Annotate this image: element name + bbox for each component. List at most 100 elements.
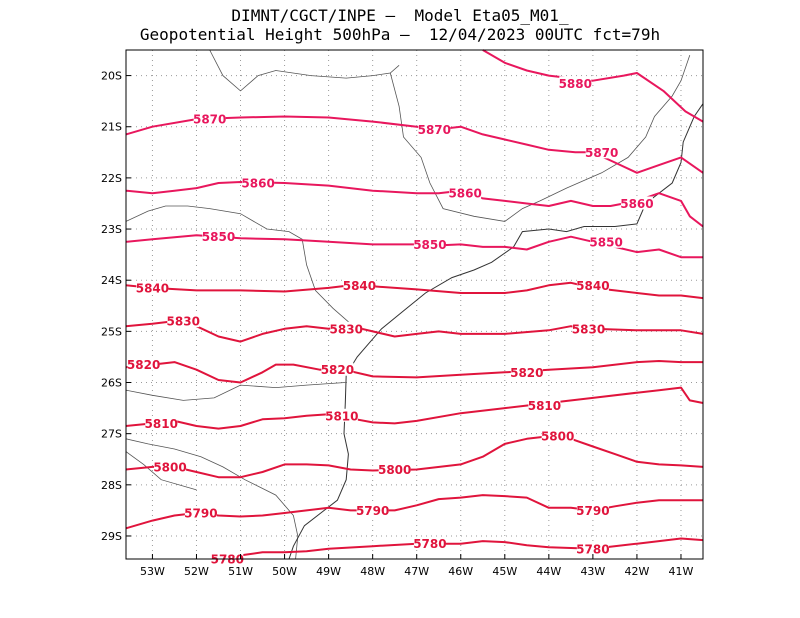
contour-label-bg bbox=[242, 176, 275, 190]
contour-label: 5810 bbox=[528, 399, 561, 413]
y-tick-label: 21S bbox=[101, 121, 122, 134]
contour-5800 bbox=[125, 435, 704, 479]
x-tick-label: 45W bbox=[492, 565, 517, 578]
y-tick-label: 23S bbox=[101, 223, 122, 236]
contour-label-bg bbox=[510, 365, 543, 379]
contour-label-bg bbox=[541, 429, 574, 443]
contour-label-bg bbox=[449, 186, 482, 200]
contour-5820 bbox=[125, 360, 703, 384]
contour-label-bg bbox=[127, 357, 160, 371]
y-tick-label: 24S bbox=[101, 274, 122, 287]
state-border bbox=[125, 205, 360, 332]
contour-label-bg bbox=[528, 398, 561, 412]
x-tick-label: 48W bbox=[360, 565, 385, 578]
y-tick-label: 25S bbox=[101, 325, 122, 338]
contour-5880 bbox=[482, 49, 704, 123]
contour-label-bg bbox=[572, 321, 605, 335]
contour-label: 5800 bbox=[378, 463, 411, 477]
contour-label: 5810 bbox=[145, 417, 178, 431]
contour-label-bg bbox=[321, 362, 354, 376]
contour-label: 5830 bbox=[572, 322, 605, 336]
contour-label-bg bbox=[590, 234, 623, 248]
contour-label-bg bbox=[136, 280, 169, 294]
contour-label-bg bbox=[418, 122, 451, 136]
x-tick-label: 46W bbox=[448, 565, 473, 578]
contour-5870 bbox=[125, 115, 704, 174]
y-axis: 20S 21S 22S 23S 24S 25S 26S 27S 28S 29S bbox=[101, 70, 131, 543]
state-border bbox=[125, 382, 346, 401]
state-border bbox=[209, 49, 400, 92]
contour-label: 5870 bbox=[193, 113, 226, 127]
x-tick-label: 49W bbox=[316, 565, 341, 578]
contour-label: 5800 bbox=[153, 460, 186, 474]
contour-5850 bbox=[125, 234, 703, 259]
contour-label: 5800 bbox=[541, 430, 574, 444]
x-tick-label: 51W bbox=[228, 565, 253, 578]
y-tick-label: 22S bbox=[101, 172, 122, 185]
contour-label-bg bbox=[145, 416, 178, 430]
contour-label-bg bbox=[202, 229, 235, 243]
contour-label: 5860 bbox=[241, 177, 274, 191]
contour-label: 5830 bbox=[167, 315, 200, 329]
state-border bbox=[125, 438, 299, 560]
contour-label-bg bbox=[343, 278, 376, 292]
contour-label-bg bbox=[184, 505, 217, 519]
contour-5780 bbox=[218, 537, 704, 560]
contour-label: 5880 bbox=[559, 77, 592, 91]
contour-label-bg bbox=[167, 314, 200, 328]
x-tick-label: 52W bbox=[184, 565, 209, 578]
contour-label: 5870 bbox=[585, 146, 618, 160]
contour-label: 5840 bbox=[576, 279, 609, 293]
x-axis: 53W 52W 51W 50W 49W 48W 47W 46W 45W 44W 43W 42W 41W bbox=[140, 554, 694, 578]
x-tick-label: 42W bbox=[624, 565, 649, 578]
x-tick-label: 43W bbox=[580, 565, 605, 578]
x-tick-label: 50W bbox=[272, 565, 297, 578]
grid-lines bbox=[126, 50, 703, 559]
contour-labels: 5880 5870 5870 5870 5860 5860 5860 5850 5850 5850… bbox=[127, 76, 654, 567]
title-line-2: Geopotential Height 500hPa – 12/04/2023 … bbox=[139, 25, 661, 44]
contour-label-bg bbox=[378, 462, 411, 476]
contour-label: 5780 bbox=[413, 537, 446, 551]
contour-label: 5850 bbox=[202, 230, 235, 244]
contour-label: 5790 bbox=[576, 504, 609, 518]
contour-label-bg bbox=[193, 112, 226, 126]
title-line-1: DIMNT/CGCT/INPE – Model Eta05_M01_ bbox=[231, 6, 569, 25]
contour-label-bg bbox=[154, 459, 187, 473]
y-tick-label: 29S bbox=[101, 530, 122, 543]
y-tick-label: 20S bbox=[101, 70, 122, 83]
contour-5840 bbox=[125, 281, 704, 300]
plot-frame bbox=[125, 49, 704, 560]
contour-label-bg bbox=[413, 237, 446, 251]
state-border bbox=[125, 451, 197, 491]
contour-label: 5830 bbox=[330, 322, 363, 336]
contour-label-bg bbox=[559, 76, 592, 90]
contour-label: 5820 bbox=[510, 366, 543, 380]
contour-label-bg bbox=[356, 503, 389, 517]
contour-label: 5840 bbox=[343, 279, 376, 293]
contour-label-bg bbox=[576, 503, 609, 517]
contour-label-bg bbox=[576, 541, 609, 555]
contour-label: 5850 bbox=[589, 235, 622, 249]
contour-label-bg bbox=[576, 278, 609, 292]
contour-label-bg bbox=[330, 321, 363, 335]
contour-label-bg bbox=[620, 196, 653, 210]
x-tick-label: 41W bbox=[669, 565, 694, 578]
contour-label-bg bbox=[413, 536, 446, 550]
contour-label: 5790 bbox=[184, 506, 217, 520]
contour-label: 5790 bbox=[356, 504, 389, 518]
contour-label: 5820 bbox=[321, 363, 354, 377]
x-tick-label: 53W bbox=[140, 565, 165, 578]
contour-label: 5860 bbox=[620, 197, 653, 211]
chart-title: DIMNT/CGCT/INPE – Model Eta05_M01_ Geopo… bbox=[0, 6, 800, 44]
contour-label: 5840 bbox=[136, 281, 169, 295]
contour-5810 bbox=[125, 386, 704, 430]
y-tick-label: 27S bbox=[101, 428, 122, 441]
contour-label: 5850 bbox=[413, 238, 446, 252]
contour-label-bg bbox=[585, 145, 618, 159]
y-tick-label: 26S bbox=[101, 377, 122, 390]
contour-5860 bbox=[125, 181, 704, 228]
contour-label-bg bbox=[325, 408, 358, 422]
x-tick-label: 44W bbox=[536, 565, 561, 578]
x-tick-label: 47W bbox=[404, 565, 429, 578]
